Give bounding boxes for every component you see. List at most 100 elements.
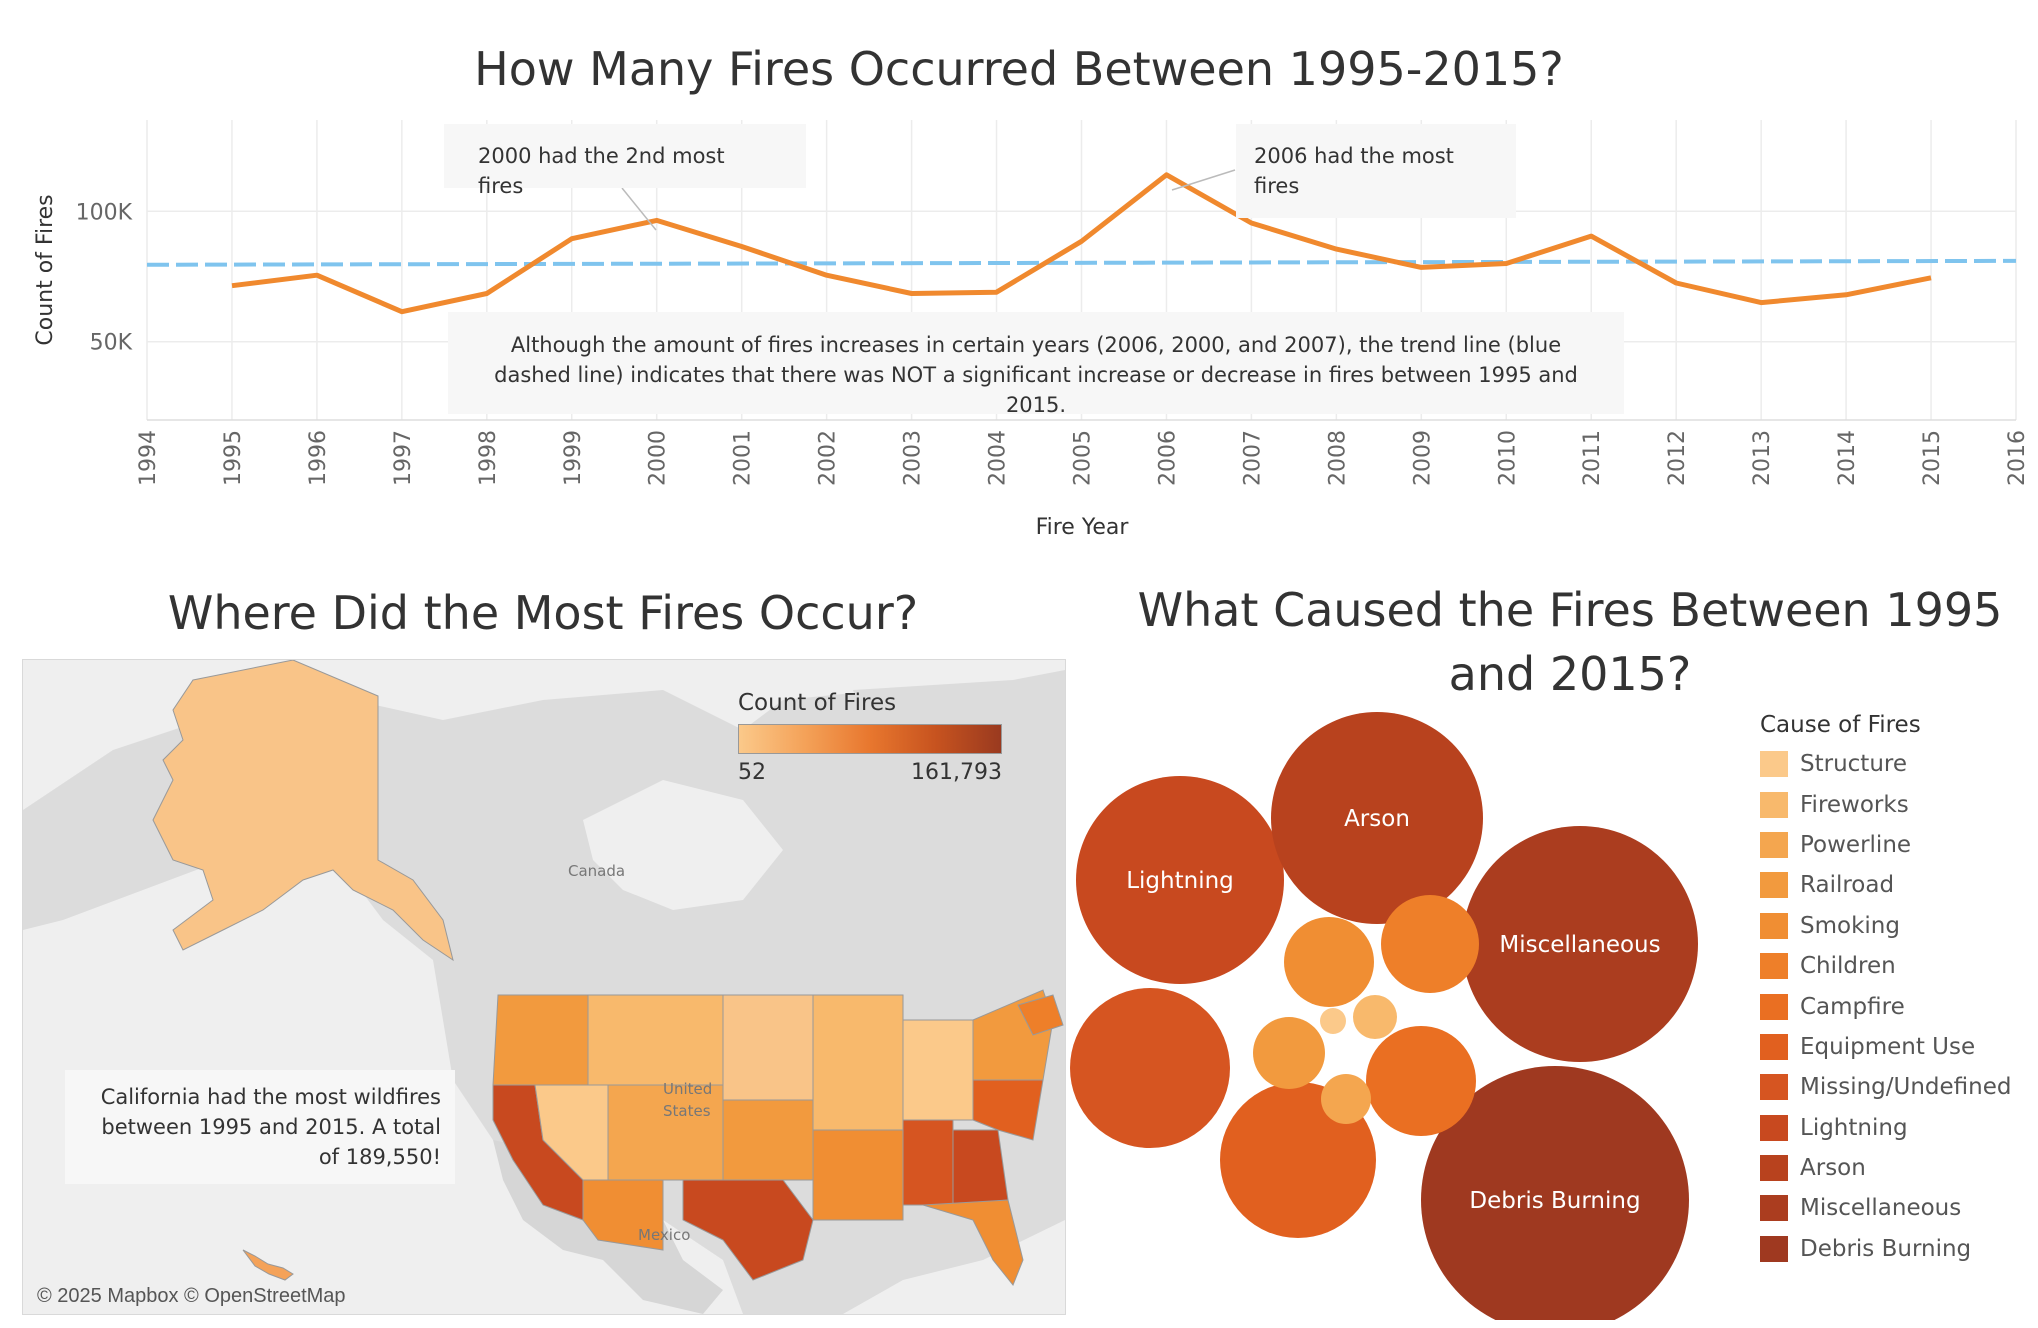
x-tick-label: 2010 — [1495, 430, 1520, 486]
y-tick-label: 50K — [90, 331, 133, 356]
region-alabama[interactable] — [902, 1119, 954, 1206]
legend-label: Arson — [1800, 1155, 1866, 1182]
bubble-campfire[interactable] — [1366, 1026, 1476, 1136]
legend-swatch — [1760, 1195, 1788, 1222]
cause-legend-item[interactable]: Powerline — [1760, 825, 2030, 865]
legend-swatch — [1760, 1114, 1788, 1141]
map-panel[interactable]: Canada United States Mexico Count of Fir… — [22, 659, 1066, 1315]
legend-label: Smoking — [1800, 912, 1900, 939]
map-legend-max: 161,793 — [911, 760, 1002, 785]
region-rockies[interactable] — [587, 994, 724, 1086]
hawaii-region[interactable] — [242, 1249, 294, 1281]
bubble-smoking[interactable] — [1284, 917, 1374, 1007]
x-tick-label: 2014 — [1835, 430, 1860, 486]
x-tick-label: 2008 — [1325, 430, 1350, 486]
x-tick-label: 2003 — [901, 430, 926, 486]
bubble-miscellaneous[interactable] — [1462, 826, 1698, 1062]
legend-swatch — [1760, 1235, 1788, 1262]
legend-swatch — [1760, 751, 1788, 778]
x-tick-label: 2009 — [1410, 430, 1435, 486]
map-label-mexico: Mexico — [638, 1226, 691, 1244]
legend-label: Campfire — [1800, 993, 1905, 1020]
x-tick-label: 2004 — [986, 430, 1011, 486]
cause-legend-item[interactable]: Fireworks — [1760, 784, 2030, 824]
bubble-label: Debris Burning — [1469, 1188, 1640, 1214]
legend-swatch — [1760, 1033, 1788, 1060]
legend-swatch — [1760, 831, 1788, 858]
region-new-york[interactable] — [1017, 994, 1064, 1036]
map-title: Where Did the Most Fires Occur? — [167, 586, 919, 640]
legend-swatch — [1760, 912, 1788, 939]
x-tick-label: 1996 — [306, 430, 331, 486]
bubble-lightning[interactable] — [1076, 776, 1284, 984]
bubble-chart-title: What Caused the Fires Between 1995 and 2… — [1137, 583, 2003, 701]
cause-legend-item[interactable]: Campfire — [1760, 986, 2030, 1026]
bubble-missing-undefined[interactable] — [1070, 988, 1230, 1148]
x-tick-label: 2007 — [1240, 430, 1265, 486]
line-chart-title: How Many Fires Occurred Between 1995-201… — [474, 42, 1564, 96]
cause-legend-item[interactable]: Structure — [1760, 744, 2030, 784]
annotation-pointer-2000 — [621, 187, 657, 231]
cause-legend-item[interactable]: Debris Burning — [1760, 1229, 2030, 1269]
legend-swatch — [1760, 1155, 1788, 1182]
cause-legend-item[interactable]: Children — [1760, 946, 2030, 986]
region-georgia[interactable] — [952, 1129, 1009, 1206]
bubble-arson[interactable] — [1271, 712, 1483, 924]
cause-legend-item[interactable]: Arson — [1760, 1148, 2030, 1188]
region-pacific-northwest[interactable] — [492, 994, 589, 1086]
annotation-second-most: 2000 had the 2nd most fires — [444, 124, 806, 198]
x-tick-label: 1999 — [561, 430, 586, 486]
cause-legend-item[interactable]: Smoking — [1760, 906, 2030, 946]
us-choropleth-map[interactable] — [23, 660, 1065, 1314]
y-axis-ticks: 50K 100K — [76, 200, 133, 355]
x-tick-label: 2013 — [1750, 430, 1775, 486]
legend-label: Missing/Undefined — [1800, 1074, 2012, 1101]
x-tick-label: 2011 — [1580, 430, 1605, 486]
x-tick-label: 1994 — [136, 430, 161, 486]
cause-legend: Cause of Fires Structure Fireworks Powerli… — [1760, 712, 2030, 1269]
legend-swatch — [1760, 993, 1788, 1020]
bubble-powerline[interactable] — [1321, 1074, 1371, 1124]
bubble-label: Arson — [1344, 806, 1410, 832]
x-tick-label: 2001 — [731, 430, 756, 486]
region-south-central[interactable] — [812, 1129, 904, 1221]
legend-label: Fireworks — [1800, 791, 1909, 818]
region-midwest[interactable] — [812, 994, 904, 1131]
map-legend: Count of Fires 52 161,793 — [738, 690, 1008, 785]
legend-swatch — [1760, 791, 1788, 818]
bubble-children[interactable] — [1381, 895, 1479, 993]
x-tick-label: 2015 — [1920, 430, 1945, 486]
region-southern-plains[interactable] — [722, 1099, 814, 1181]
bubble-structure[interactable] — [1320, 1008, 1346, 1034]
x-tick-label: 2005 — [1071, 430, 1096, 486]
region-great-lakes[interactable] — [902, 1019, 974, 1121]
bubble-debris-burning[interactable] — [1421, 1066, 1689, 1320]
cause-bubble-chart: Lightning Arson Miscellaneous Debris Burnin… — [1070, 712, 1698, 1320]
y-axis-label: Count of Fires — [33, 194, 58, 345]
region-florida[interactable] — [922, 1199, 1024, 1286]
bubble-railroad[interactable] — [1253, 1017, 1325, 1089]
region-northern-plains[interactable] — [722, 994, 814, 1101]
alaska-region[interactable] — [152, 660, 454, 962]
annotation-trend-note: Although the amount of fires increases i… — [448, 312, 1624, 417]
bubble-label: Lightning — [1126, 868, 1234, 894]
cause-legend-item[interactable]: Lightning — [1760, 1108, 2030, 1148]
legend-label: Lightning — [1800, 1114, 1908, 1141]
cause-legend-item[interactable]: Railroad — [1760, 865, 2030, 905]
region-texas[interactable] — [682, 1179, 814, 1281]
legend-label: Structure — [1800, 751, 1907, 778]
map-copyright[interactable]: © 2025 Mapbox © OpenStreetMap — [37, 1285, 346, 1307]
cause-legend-item[interactable]: Equipment Use — [1760, 1027, 2030, 1067]
cause-legend-item[interactable]: Missing/Undefined — [1760, 1067, 2030, 1107]
x-tick-label: 2006 — [1155, 430, 1180, 486]
legend-swatch — [1760, 953, 1788, 980]
bubble-fireworks[interactable] — [1353, 995, 1397, 1039]
hudson-bay — [583, 780, 783, 910]
x-tick-label: 1995 — [221, 430, 246, 486]
legend-swatch — [1760, 1074, 1788, 1101]
cause-legend-item[interactable]: Miscellaneous — [1760, 1188, 2030, 1228]
x-tick-label: 2000 — [646, 430, 671, 486]
map-legend-gradient — [738, 724, 1002, 754]
annotation-most: 2006 had the most fires — [1236, 124, 1516, 218]
map-legend-min: 52 — [738, 760, 766, 785]
